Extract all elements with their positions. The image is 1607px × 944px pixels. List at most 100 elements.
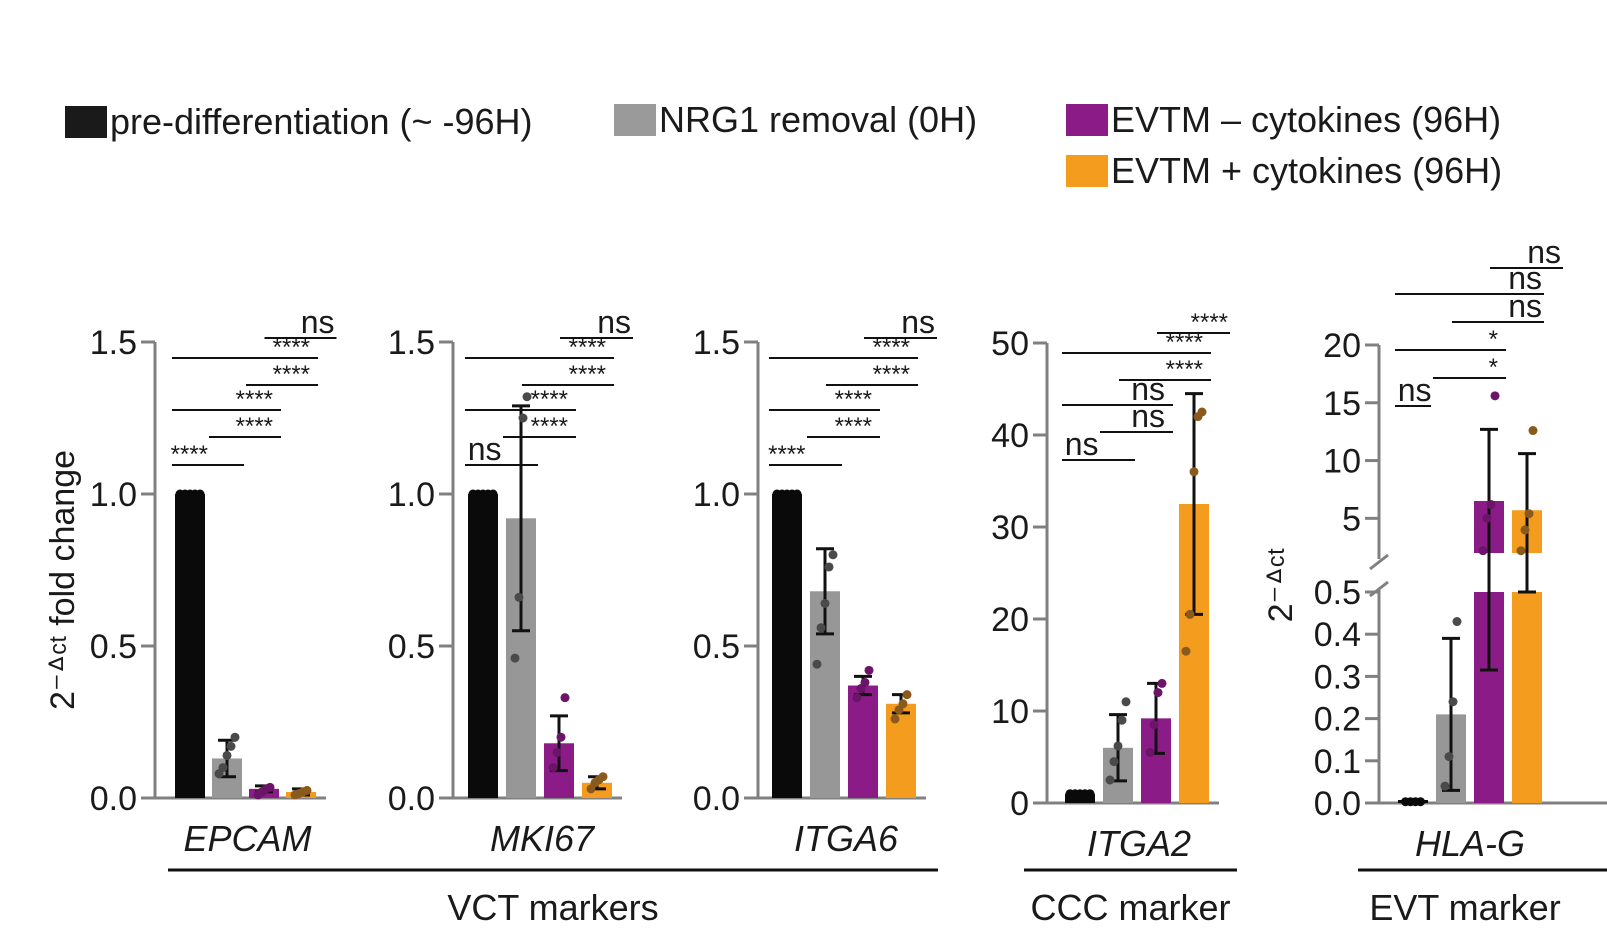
data-point xyxy=(1448,697,1458,707)
significance-label: **** xyxy=(873,361,910,388)
legend-label: NRG1 removal (0H) xyxy=(659,99,977,140)
y-tick-label: 0.5 xyxy=(388,628,435,666)
data-point xyxy=(898,699,908,709)
y-tick-label: 1.5 xyxy=(693,324,740,362)
data-point xyxy=(195,489,205,499)
data-point xyxy=(1197,407,1207,417)
axis-break-mark xyxy=(1369,553,1389,571)
bar xyxy=(468,494,498,798)
y-tick-label: 0.5 xyxy=(693,628,740,666)
data-point xyxy=(1149,720,1159,730)
significance-label: **** xyxy=(236,413,273,440)
bar xyxy=(1512,592,1542,803)
data-point xyxy=(852,693,862,703)
data-point xyxy=(1524,509,1534,519)
data-point xyxy=(1490,391,1500,401)
y-tick-label: 0.0 xyxy=(693,780,740,818)
data-point xyxy=(522,392,532,402)
data-point xyxy=(218,763,228,773)
significance-label: **** xyxy=(531,413,568,440)
data-point xyxy=(824,562,834,572)
significance-label: ns xyxy=(597,304,631,340)
y-tick-label: 0.2 xyxy=(1314,701,1361,739)
y-tick-label: 0 xyxy=(1010,785,1029,823)
data-point xyxy=(1520,525,1530,535)
data-point xyxy=(864,665,874,675)
data-point xyxy=(1528,426,1538,436)
data-point xyxy=(1440,781,1450,791)
data-point xyxy=(1486,499,1496,509)
y-tick-label: 50 xyxy=(991,325,1029,363)
significance-label: ns xyxy=(1131,371,1165,407)
significance-label: **** xyxy=(768,441,805,468)
y-axis-title: 2⁻ᐞᶜᵗ fold change xyxy=(44,450,82,710)
gene-label: EPCAM xyxy=(183,818,311,859)
y-tick-label: 10 xyxy=(1323,443,1361,481)
data-point xyxy=(1181,646,1191,656)
group-label: VCT markers xyxy=(447,887,658,928)
significance-label: * xyxy=(1489,354,1498,381)
data-point xyxy=(1109,757,1119,767)
data-point xyxy=(230,732,240,742)
significance-label: ns xyxy=(1508,260,1542,296)
significance-label: **** xyxy=(273,361,310,388)
data-point xyxy=(548,763,558,773)
data-point xyxy=(1516,546,1526,556)
bar xyxy=(1065,793,1095,803)
y-tick-label: 0.4 xyxy=(1314,616,1361,654)
y-axis-title-group: 2⁻ᐞᶜᵗ fold change xyxy=(44,450,82,710)
marker-groups: VCT markers CCC marker EVT marker xyxy=(168,868,1607,928)
data-point xyxy=(1145,747,1155,757)
panel-hla-g: 20151050.50.40.30.20.10.02⁻ᐞᶜᵗns**nsnsns… xyxy=(1262,234,1607,864)
significance-label: ns xyxy=(301,304,335,340)
significance-label: **** xyxy=(1191,309,1228,336)
significance-label: **** xyxy=(835,386,872,413)
data-point xyxy=(1452,617,1462,627)
y-tick-label: 30 xyxy=(991,509,1029,547)
gene-label: ITGA6 xyxy=(794,818,899,859)
significance-label: ns xyxy=(1527,234,1561,270)
bar xyxy=(772,494,802,798)
data-point xyxy=(1113,741,1123,751)
y-tick-label: 20 xyxy=(1323,327,1361,365)
y-tick-label: 1.5 xyxy=(388,324,435,362)
marker-group: EVT marker xyxy=(1358,868,1607,928)
significance-label: ns xyxy=(468,431,502,467)
data-point xyxy=(792,489,802,499)
significance-label: **** xyxy=(171,441,208,468)
data-point xyxy=(552,747,562,757)
data-point xyxy=(1185,609,1195,619)
data-point xyxy=(302,785,312,795)
y-tick-label: 1.0 xyxy=(388,476,435,514)
hlag-y-axis-title: 2⁻ᐞᶜᵗ xyxy=(1262,548,1300,623)
gene-label: ITGA2 xyxy=(1087,823,1191,864)
data-point xyxy=(860,677,870,687)
data-point xyxy=(1482,513,1492,523)
y-tick-label: 0.5 xyxy=(90,628,137,666)
data-point xyxy=(598,772,608,782)
data-point xyxy=(514,592,524,602)
data-point xyxy=(1085,789,1095,799)
data-point xyxy=(222,750,232,760)
y-tick-label: 0.0 xyxy=(1314,785,1361,823)
legend-swatch xyxy=(1066,155,1108,187)
data-point xyxy=(1157,678,1167,688)
data-point xyxy=(1105,775,1115,785)
significance-label: ns xyxy=(1398,372,1432,408)
bar xyxy=(886,703,916,798)
y-tick-label: 1.0 xyxy=(90,476,137,514)
legend-item: NRG1 removal (0H) xyxy=(614,99,977,140)
data-point xyxy=(816,623,826,633)
data-point xyxy=(820,598,830,608)
data-point xyxy=(556,732,566,742)
y-tick-label: 20 xyxy=(991,601,1029,639)
data-point xyxy=(560,693,570,703)
legend: pre-differentiation (~ -96H) NRG1 removal… xyxy=(65,99,1502,191)
significance-label: * xyxy=(1489,326,1498,353)
significance-label: **** xyxy=(569,361,606,388)
legend-item: EVTM + cytokines (96H) xyxy=(1066,150,1502,191)
